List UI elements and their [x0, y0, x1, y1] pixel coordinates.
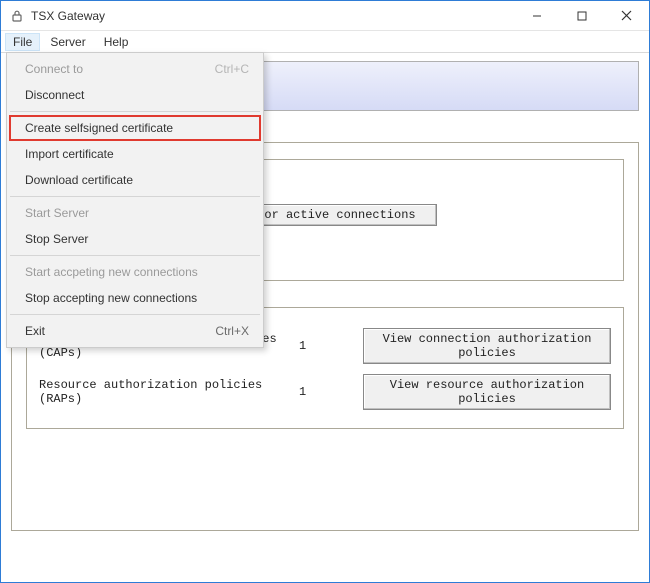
menu-import-cert[interactable]: Import certificate — [9, 141, 261, 167]
menu-connect-to[interactable]: Connect to Ctrl+C — [9, 56, 261, 82]
menu-stop-server-label: Stop Server — [25, 232, 88, 246]
caps-value: 1 — [299, 339, 323, 353]
menu-exit[interactable]: Exit Ctrl+X — [9, 318, 261, 344]
menu-start-accepting-label: Start accpeting new connections — [25, 265, 198, 279]
maximize-button[interactable] — [559, 1, 604, 30]
menu-create-cert-label: Create selfsigned certificate — [25, 121, 173, 135]
lock-icon — [9, 8, 25, 24]
menu-exit-label: Exit — [25, 324, 45, 338]
file-menu-dropdown: Connect to Ctrl+C Disconnect Create self… — [6, 52, 264, 348]
menu-exit-shortcut: Ctrl+X — [215, 324, 249, 338]
menu-create-cert[interactable]: Create selfsigned certificate — [9, 115, 261, 141]
menu-import-cert-label: Import certificate — [25, 147, 114, 161]
menu-download-cert-label: Download certificate — [25, 173, 133, 187]
view-caps-button[interactable]: View connection authorization policies — [363, 328, 611, 364]
raps-value: 1 — [299, 385, 323, 399]
menu-start-server-label: Start Server — [25, 206, 89, 220]
menu-separator — [10, 111, 260, 112]
menubar: File Server Help — [1, 31, 649, 53]
menu-file[interactable]: File — [5, 33, 40, 51]
menu-separator — [10, 255, 260, 256]
menu-connect-to-label: Connect to — [25, 62, 83, 76]
menu-stop-accepting[interactable]: Stop accepting new connections — [9, 285, 261, 311]
menu-separator — [10, 314, 260, 315]
window-title: TSX Gateway — [31, 9, 514, 23]
menu-connect-to-shortcut: Ctrl+C — [215, 62, 249, 76]
menu-help[interactable]: Help — [96, 33, 137, 51]
menu-disconnect[interactable]: Disconnect — [9, 82, 261, 108]
menu-start-accepting[interactable]: Start accpeting new connections — [9, 259, 261, 285]
menu-server[interactable]: Server — [42, 33, 93, 51]
menu-disconnect-label: Disconnect — [25, 88, 84, 102]
menu-download-cert[interactable]: Download certificate — [9, 167, 261, 193]
raps-label: Resource authorization policies (RAPs) — [39, 378, 299, 406]
view-raps-button[interactable]: View resource authorization policies — [363, 374, 611, 410]
menu-start-server[interactable]: Start Server — [9, 200, 261, 226]
close-button[interactable] — [604, 1, 649, 30]
minimize-button[interactable] — [514, 1, 559, 30]
titlebar: TSX Gateway — [1, 1, 649, 31]
menu-separator — [10, 196, 260, 197]
menu-stop-server[interactable]: Stop Server — [9, 226, 261, 252]
menu-stop-accepting-label: Stop accepting new connections — [25, 291, 197, 305]
